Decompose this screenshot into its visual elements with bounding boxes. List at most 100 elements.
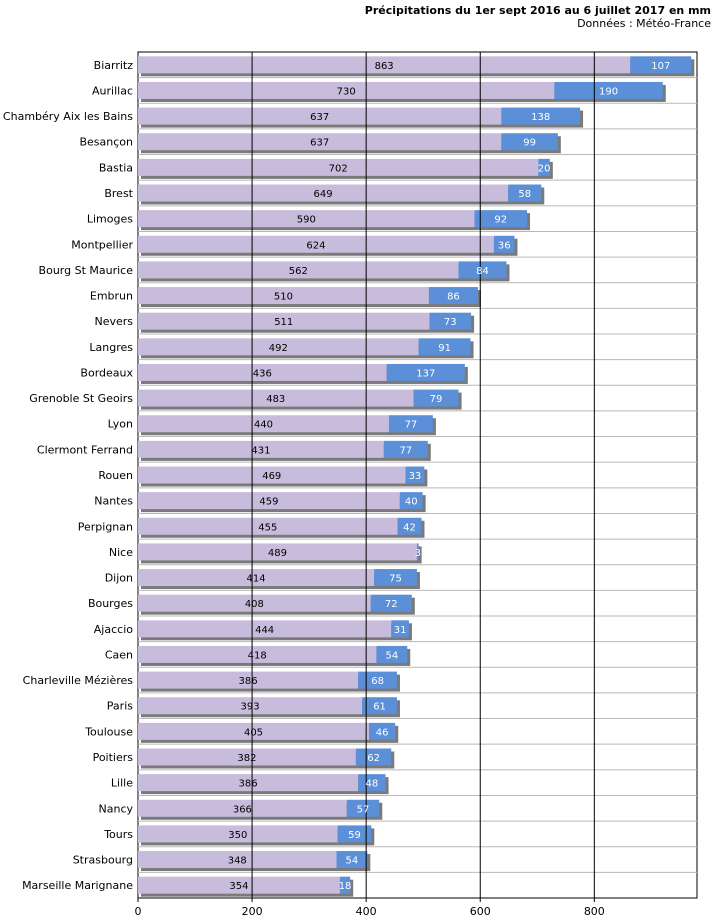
data-label-segment-2: 61 [373, 702, 386, 713]
bar-segment-2 [358, 671, 397, 689]
bar-segment-2 [370, 594, 412, 612]
data-label-segment-2: 18 [339, 881, 352, 892]
data-label-segment-2: 68 [371, 676, 384, 687]
data-label-segment-1: 730 [337, 86, 356, 97]
bar-segment-1 [138, 440, 384, 458]
x-tick-label: 600 [470, 905, 491, 918]
bar-segment-1 [138, 261, 459, 279]
data-label-segment-1: 393 [241, 702, 260, 713]
bar-segment-2 [399, 492, 423, 510]
bar-segment-2 [376, 645, 408, 663]
data-label-segment-2: 99 [523, 138, 536, 149]
data-label-segment-1: 408 [245, 599, 264, 610]
bar-segment-1 [138, 466, 406, 484]
category-label: Nevers [94, 315, 133, 328]
data-label-segment-1: 510 [274, 292, 293, 303]
bar-segment-2 [388, 415, 433, 433]
data-label-segment-2: 20 [538, 163, 551, 174]
data-label-segment-2: 91 [438, 343, 451, 354]
bar-segment-2 [554, 81, 663, 99]
category-label: Rouen [98, 469, 133, 482]
category-label: Strasbourg [73, 854, 133, 867]
data-label-segment-1: 483 [266, 394, 285, 405]
bar-segment-1 [138, 363, 387, 381]
bar-segment-2 [397, 517, 422, 535]
data-label-segment-2: 77 [405, 420, 418, 431]
data-label-segment-1: 414 [247, 574, 266, 585]
chart-subtitle: Données : Météo-France [577, 17, 711, 30]
data-label-segment-1: 436 [253, 368, 272, 379]
category-label: Embrun [90, 290, 133, 303]
data-label-segment-2: 58 [518, 189, 531, 200]
x-tick-label: 200 [242, 905, 263, 918]
data-label-segment-1: 590 [297, 215, 316, 226]
bar-segment-1 [138, 697, 363, 715]
bar-segment-2 [369, 722, 396, 740]
bar-segment-2 [413, 389, 459, 407]
bar-segment-2 [374, 569, 417, 587]
bar-segment-2 [538, 158, 550, 176]
category-label: Bastia [99, 161, 133, 174]
data-label-segment-2: 138 [531, 112, 550, 123]
bar-segment-1 [138, 851, 337, 869]
data-label-segment-1: 350 [228, 830, 247, 841]
bar-segment-2 [391, 620, 409, 638]
data-label-segment-2: 31 [394, 625, 407, 636]
bar-segment-1 [138, 569, 375, 587]
data-label-segment-1: 562 [289, 266, 308, 277]
category-label: Chambéry Aix les Bains [3, 110, 133, 123]
data-label-segment-1: 489 [268, 548, 287, 559]
x-tick-label: 800 [584, 905, 605, 918]
data-label-segment-2: 75 [389, 574, 402, 585]
data-label-segment-2: 54 [346, 856, 359, 867]
bar-segment-2 [358, 774, 386, 792]
x-tick-label: 0 [135, 905, 142, 918]
data-label-segment-2: 62 [367, 753, 380, 764]
bar-segment-1 [138, 748, 356, 766]
bar-segment-1 [138, 133, 502, 151]
bar-segment-1 [138, 774, 359, 792]
bar-segment-2 [508, 184, 542, 202]
data-label-segment-2: 3 [415, 548, 421, 559]
category-label: Aurillac [92, 84, 133, 97]
data-label-segment-2: 79 [430, 394, 443, 405]
bar-segment-1 [138, 107, 502, 125]
data-label-segment-2: 48 [366, 779, 379, 790]
data-label-segment-1: 418 [248, 650, 267, 661]
bar-segment-2 [405, 466, 425, 484]
category-label: Paris [107, 700, 133, 713]
bar-segment-1 [138, 594, 371, 612]
bar-segment-2 [416, 543, 419, 561]
category-label: Besançon [79, 136, 133, 149]
data-label-segment-2: 33 [409, 471, 422, 482]
category-label: Dijon [105, 572, 133, 585]
bar-segment-2 [429, 312, 472, 330]
data-label-segment-2: 54 [385, 650, 398, 661]
data-label-segment-2: 72 [385, 599, 398, 610]
data-label-segment-2: 86 [447, 292, 460, 303]
bar-segment-1 [138, 722, 370, 740]
data-label-segment-1: 702 [329, 163, 348, 174]
category-label: Toulouse [84, 725, 133, 738]
category-label: Bordeaux [80, 366, 133, 379]
data-label-segment-2: 73 [444, 317, 457, 328]
data-label-segment-1: 444 [255, 625, 274, 636]
category-label: Nancy [99, 802, 134, 815]
bar-segment-1 [138, 799, 347, 817]
bar-segment-1 [138, 543, 417, 561]
category-label: Clermont Ferrand [37, 443, 133, 456]
data-label-segment-1: 511 [274, 317, 293, 328]
category-label: Biarritz [94, 59, 134, 72]
bar-segment-2 [418, 338, 471, 356]
data-label-segment-2: 42 [403, 522, 416, 533]
bar-segment-1 [138, 671, 359, 689]
data-label-segment-2: 92 [494, 215, 507, 226]
category-label: Grenoble St Geoirs [29, 392, 133, 405]
bar-segment-2 [386, 363, 465, 381]
bar-segment-2 [428, 287, 478, 305]
data-label-segment-1: 492 [269, 343, 288, 354]
bar-segment-1 [138, 389, 414, 407]
category-label: Lyon [108, 418, 133, 431]
bar-segment-2 [362, 697, 397, 715]
